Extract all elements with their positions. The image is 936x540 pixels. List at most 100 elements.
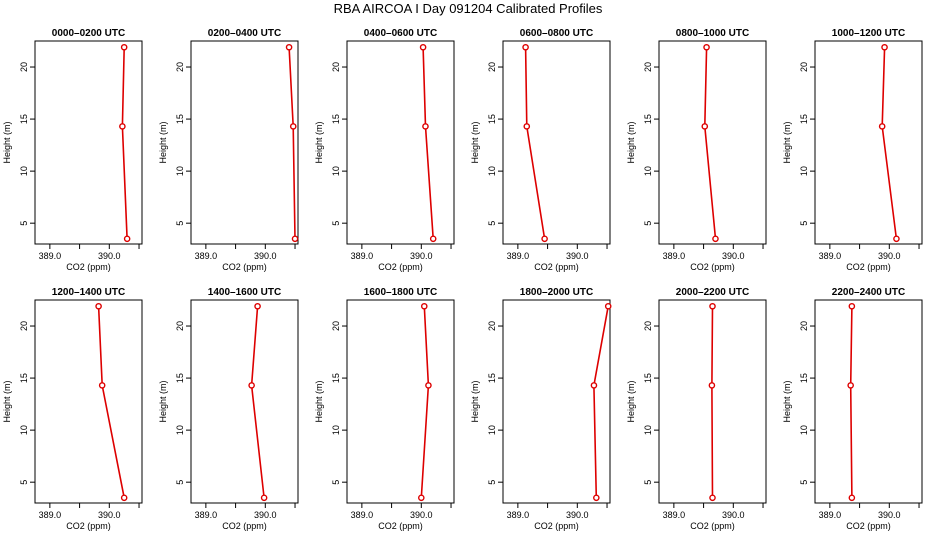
x-axis-label: CO2 (ppm) — [66, 521, 111, 531]
y-tick-label: 5 — [175, 221, 185, 226]
series-line — [97, 306, 125, 498]
x-axis-label: CO2 (ppm) — [66, 262, 111, 272]
plot-frame — [814, 299, 923, 504]
y-axis-label: Height (m) — [2, 121, 12, 163]
data-point — [119, 123, 126, 130]
y-tick-label: 10 — [175, 166, 185, 176]
panel-title: 1200–1400 UTC — [52, 287, 125, 298]
panel-8: 1400–1600 UTC 389.0 390.0 5 10 15 20 CO2 (ppm) H… — [158, 287, 299, 531]
plot-frame — [190, 40, 299, 245]
y-tick-label: 10 — [331, 166, 341, 176]
x-axis-label: CO2 (ppm) — [846, 262, 891, 272]
panel-title: 2200–2400 UTC — [832, 287, 905, 298]
x-tick-label: 389.0 — [507, 510, 530, 520]
y-tick-label: 5 — [175, 480, 185, 485]
panel-title: 0600–0800 UTC — [520, 28, 593, 39]
data-point — [701, 123, 709, 130]
data-point — [120, 494, 128, 502]
y-axis-label: Height (m) — [782, 121, 792, 163]
panel-title: 0400–0600 UTC — [364, 28, 437, 39]
plot-frame — [502, 299, 611, 504]
data-point — [878, 123, 886, 130]
plot-frame — [658, 299, 767, 504]
series-line — [593, 306, 609, 498]
y-tick-label: 20 — [331, 321, 341, 331]
data-point — [709, 302, 716, 310]
y-tick-label: 5 — [331, 221, 341, 226]
y-tick-label: 10 — [331, 425, 341, 435]
series-line — [703, 47, 717, 239]
y-tick-label: 5 — [799, 221, 809, 226]
panel-title: 1400–1600 UTC — [208, 287, 281, 298]
y-axis-label: Height (m) — [314, 121, 324, 163]
y-axis-label: Height (m) — [470, 380, 480, 422]
data-point — [847, 382, 854, 389]
y-axis-label: Height (m) — [626, 380, 636, 422]
panel-3: 0400–0600 UTC 389.0 390.0 5 10 15 20 CO2 (ppm) H… — [314, 28, 455, 272]
plot-frame — [34, 40, 143, 245]
data-point — [420, 302, 428, 310]
data-point — [291, 235, 299, 243]
data-point — [425, 382, 432, 389]
data-point — [881, 43, 888, 51]
y-tick-label: 5 — [487, 221, 497, 226]
plot-frame — [346, 40, 455, 245]
x-tick-label: 390.0 — [410, 251, 433, 261]
panel-12: 2200–2400 UTC 389.0 390.0 5 10 15 20 CO2 (ppm) H… — [782, 287, 923, 531]
data-point — [285, 43, 293, 51]
x-tick-label: 389.0 — [351, 251, 374, 261]
x-tick-label: 390.0 — [98, 510, 121, 520]
data-point — [703, 43, 710, 51]
y-tick-label: 20 — [175, 62, 185, 72]
x-tick-label: 390.0 — [722, 251, 745, 261]
panel-title: 2000–2200 UTC — [676, 287, 749, 298]
x-axis-label: CO2 (ppm) — [378, 521, 423, 531]
y-tick-label: 15 — [331, 373, 341, 383]
y-tick-label: 20 — [799, 321, 809, 331]
x-axis-label: CO2 (ppm) — [222, 262, 267, 272]
y-tick-label: 5 — [331, 480, 341, 485]
series-line — [849, 306, 853, 498]
x-tick-label: 389.0 — [663, 251, 686, 261]
panel-2: 0200–0400 UTC 389.0 390.0 5 10 15 20 CO2 (ppm) H… — [158, 28, 299, 272]
x-tick-label: 389.0 — [819, 251, 842, 261]
y-axis-label: Height (m) — [626, 121, 636, 163]
y-tick-label: 20 — [487, 321, 497, 331]
data-point — [848, 494, 856, 502]
y-axis-label: Height (m) — [2, 380, 12, 422]
y-tick-label: 5 — [19, 480, 29, 485]
y-tick-label: 20 — [643, 321, 653, 331]
y-tick-label: 15 — [643, 373, 653, 383]
data-point — [522, 43, 529, 51]
y-tick-label: 10 — [19, 166, 29, 176]
y-tick-label: 10 — [487, 425, 497, 435]
x-tick-label: 390.0 — [878, 251, 901, 261]
y-axis-label: Height (m) — [158, 121, 168, 163]
panel-7: 1200–1400 UTC 389.0 390.0 5 10 15 20 CO2 (ppm) H… — [2, 287, 143, 531]
y-axis-label: Height (m) — [314, 380, 324, 422]
y-tick-label: 15 — [19, 114, 29, 124]
data-point — [260, 494, 268, 502]
y-tick-label: 15 — [175, 373, 185, 383]
x-tick-label: 389.0 — [819, 510, 842, 520]
data-point — [523, 123, 531, 130]
panel-10: 1800–2000 UTC 389.0 390.0 5 10 15 20 CO2 (ppm) H… — [470, 287, 612, 531]
panel-title: 0200–0400 UTC — [208, 28, 281, 39]
plot-frame — [346, 299, 455, 504]
series-line — [422, 47, 434, 239]
x-axis-label: CO2 (ppm) — [846, 521, 891, 531]
panel-title: 0000–0200 UTC — [52, 28, 125, 39]
y-tick-label: 10 — [19, 425, 29, 435]
x-tick-label: 390.0 — [566, 251, 589, 261]
x-tick-label: 389.0 — [195, 510, 218, 520]
x-tick-label: 389.0 — [195, 251, 218, 261]
data-point — [541, 235, 548, 243]
y-tick-label: 20 — [643, 62, 653, 72]
x-axis-label: CO2 (ppm) — [534, 262, 579, 272]
x-tick-label: 390.0 — [254, 251, 277, 261]
y-tick-label: 10 — [643, 425, 653, 435]
x-tick-label: 390.0 — [566, 510, 589, 520]
data-point — [429, 235, 437, 243]
x-axis-label: CO2 (ppm) — [222, 521, 267, 531]
